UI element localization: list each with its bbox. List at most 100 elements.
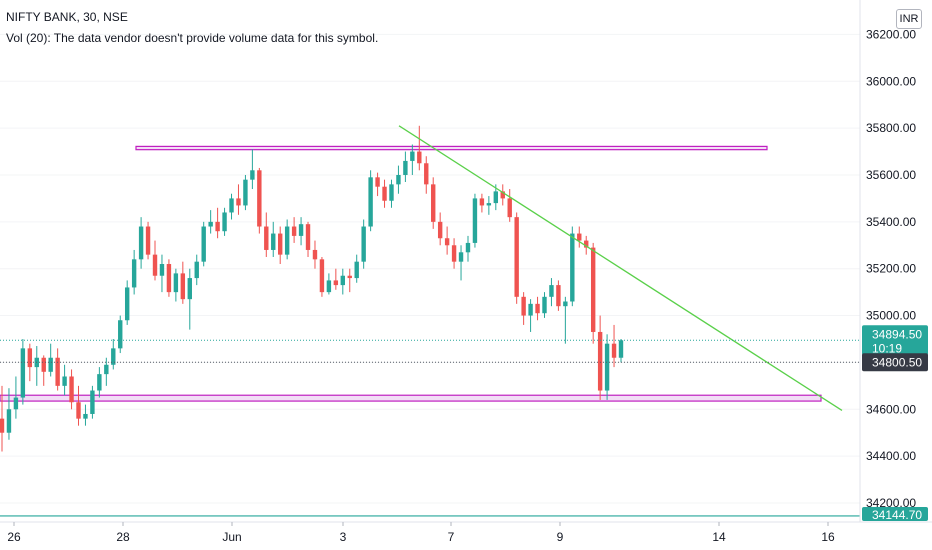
candle bbox=[382, 179, 387, 208]
candle bbox=[556, 280, 561, 311]
price-tick-label: 35400.00 bbox=[866, 215, 916, 229]
candle bbox=[222, 207, 227, 236]
horizontal-zone[interactable] bbox=[135, 145, 768, 151]
grid-lines bbox=[0, 33, 860, 504]
candle bbox=[284, 219, 290, 260]
candle bbox=[451, 238, 457, 269]
volume-legend: Vol (20): The data vendor doesn't provid… bbox=[6, 31, 379, 45]
candle bbox=[0, 385, 5, 452]
candle bbox=[271, 221, 276, 257]
time-tick-label: 26 bbox=[7, 530, 21, 544]
candle bbox=[396, 165, 401, 194]
candle bbox=[27, 343, 33, 382]
trendline[interactable] bbox=[398, 125, 843, 411]
price-tick-label: 36200.00 bbox=[866, 27, 916, 41]
horizontal-zone[interactable] bbox=[0, 394, 822, 402]
currency-button[interactable]: INR bbox=[896, 9, 922, 29]
candle bbox=[131, 249, 137, 295]
candle bbox=[208, 210, 213, 234]
price-axis[interactable]: 34200.0034400.0034600.0034800.0035000.00… bbox=[866, 27, 916, 510]
candle bbox=[319, 256, 325, 297]
candle bbox=[528, 299, 533, 332]
candle bbox=[521, 292, 526, 325]
time-tick-label: 9 bbox=[557, 530, 564, 544]
candle bbox=[577, 226, 582, 248]
time-tick-label: 7 bbox=[448, 530, 455, 544]
candle bbox=[138, 217, 144, 269]
candlestick-series bbox=[0, 125, 624, 452]
trendline-segment[interactable] bbox=[398, 125, 843, 411]
price-reference-lines bbox=[0, 339, 860, 517]
candle bbox=[76, 385, 81, 426]
candle bbox=[354, 254, 359, 283]
bottom-price-tag: 34144.70 bbox=[862, 506, 928, 522]
candle bbox=[55, 348, 60, 391]
candle bbox=[278, 226, 283, 265]
price-tick-label: 34400.00 bbox=[866, 449, 916, 463]
candle bbox=[472, 193, 478, 248]
time-tick-label: 3 bbox=[340, 530, 347, 544]
last-price-value: 34894.50 bbox=[872, 327, 922, 341]
candle bbox=[20, 338, 26, 405]
candle bbox=[159, 254, 165, 293]
candle bbox=[180, 261, 186, 304]
candle bbox=[312, 240, 318, 269]
candle bbox=[236, 184, 241, 215]
candle bbox=[48, 343, 53, 377]
candle bbox=[347, 268, 352, 293]
time-tick-label: 16 bbox=[821, 530, 835, 544]
candle bbox=[431, 177, 436, 229]
candle bbox=[410, 144, 415, 175]
candle bbox=[326, 273, 332, 295]
horizontal-zones[interactable] bbox=[0, 145, 822, 402]
candle bbox=[173, 268, 179, 302]
candle bbox=[549, 278, 554, 307]
crosshair-price-value: 34800.50 bbox=[872, 355, 922, 369]
price-tick-label: 35200.00 bbox=[866, 262, 916, 276]
time-tick-label: 14 bbox=[712, 530, 726, 544]
price-tick-label: 34600.00 bbox=[866, 402, 916, 416]
candle bbox=[535, 296, 540, 321]
bar-countdown: 10:19 bbox=[872, 341, 902, 355]
candle bbox=[124, 280, 130, 325]
candle bbox=[152, 240, 158, 281]
candle bbox=[479, 193, 485, 213]
candle bbox=[458, 245, 464, 281]
candle bbox=[243, 174, 248, 211]
candle bbox=[229, 193, 234, 220]
price-tick-label: 35000.00 bbox=[866, 309, 916, 323]
candle bbox=[361, 219, 366, 269]
candle bbox=[62, 364, 67, 396]
candle bbox=[424, 156, 429, 194]
candle bbox=[291, 217, 297, 243]
candle bbox=[250, 149, 255, 190]
price-tick-label: 35600.00 bbox=[866, 168, 916, 182]
candle bbox=[104, 357, 109, 386]
time-axis[interactable]: 26 28 Jun 3 7 9 14 16 bbox=[7, 522, 835, 544]
candle bbox=[118, 315, 123, 354]
symbol-legend[interactable]: NIFTY BANK, 30, NSE bbox=[6, 10, 128, 24]
candle bbox=[437, 212, 443, 246]
candle bbox=[514, 212, 519, 304]
candle bbox=[187, 268, 192, 330]
candle bbox=[368, 170, 373, 232]
candle bbox=[604, 334, 610, 400]
candle bbox=[500, 184, 505, 206]
candle bbox=[444, 226, 450, 255]
candle bbox=[333, 268, 339, 290]
candle bbox=[90, 385, 95, 419]
candle bbox=[486, 196, 492, 215]
candle bbox=[264, 212, 269, 257]
candle bbox=[111, 338, 116, 370]
candle bbox=[597, 315, 603, 400]
bottom-price-value: 34144.70 bbox=[872, 508, 922, 522]
candle bbox=[69, 369, 74, 410]
candle bbox=[145, 221, 151, 260]
candle bbox=[215, 207, 220, 239]
candle bbox=[201, 221, 206, 267]
time-tick-label: Jun bbox=[222, 530, 241, 544]
price-tick-label: 36000.00 bbox=[866, 74, 916, 88]
candle bbox=[590, 242, 596, 344]
